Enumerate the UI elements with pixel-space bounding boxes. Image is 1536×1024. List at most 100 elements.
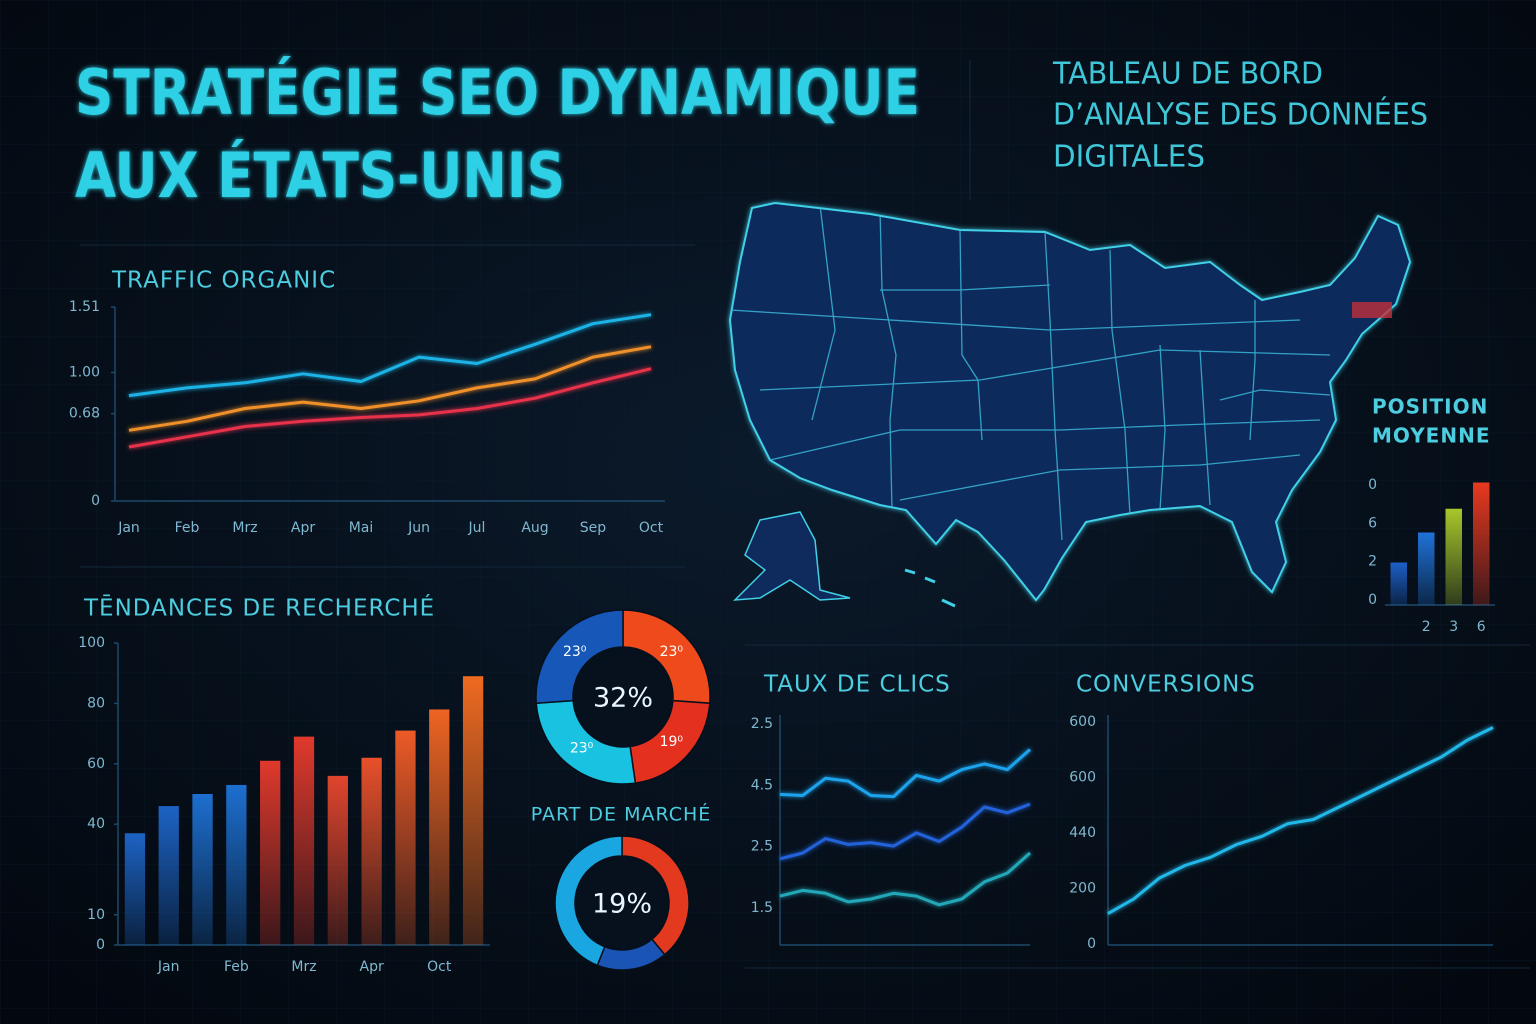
x-tick-label: Oct: [427, 959, 452, 975]
x-tick-label: Apr: [360, 959, 384, 975]
line-series: [779, 851, 1031, 907]
y-tick-label: 2.5: [751, 839, 773, 855]
y-tick-label: 600: [1069, 770, 1096, 786]
chart-title: MOYENNE: [1372, 424, 1490, 448]
page-title: AUX ÉTATS-UNIS: [75, 139, 565, 212]
alaska: [733, 511, 851, 601]
line-series: [779, 802, 1031, 861]
x-tick-label: Apr: [291, 520, 315, 536]
y-tick-label: 0: [1368, 592, 1377, 608]
state-borders: [730, 204, 1331, 541]
y-tick-label: 0: [1087, 936, 1096, 952]
y-tick-label: 200: [1069, 881, 1096, 897]
y-tick-label: 40: [87, 816, 105, 832]
chart-donut: 23⁰ 19⁰ 23⁰ 23⁰ 32%: [535, 609, 711, 785]
state-border: [880, 284, 1051, 291]
x-tick-label: 6: [1477, 619, 1486, 635]
y-tick-label: 10: [87, 907, 105, 923]
x-tick-label: Feb: [224, 959, 249, 975]
header: STRATÉGIE SEO DYNAMIQUE AUX ÉTATS-UNIS T…: [75, 56, 1428, 212]
state-border: [1159, 344, 1166, 511]
x-tick-label: Feb: [175, 520, 200, 536]
bar: [327, 775, 348, 945]
bar: [226, 784, 247, 945]
y-tick-label: 80: [87, 695, 105, 711]
y-tick-label: 2.5: [751, 716, 773, 732]
bar: [1473, 482, 1490, 605]
donut-segment: [622, 609, 711, 705]
y-tick-label: 440: [1069, 825, 1096, 841]
page-title: STRATÉGIE SEO DYNAMIQUE: [75, 56, 920, 129]
donut-hole: [574, 648, 672, 746]
y-tick-label: 1.51: [69, 299, 100, 315]
line-series: [128, 313, 652, 398]
state-border: [730, 309, 1301, 331]
donut-segment: [535, 609, 624, 705]
line-series: [1107, 726, 1494, 915]
chart-title: TRAFFIC ORGANIC: [111, 268, 336, 294]
state-border: [1044, 231, 1063, 541]
bar: [361, 757, 382, 945]
y-tick-label: 1.5: [751, 900, 773, 916]
chart-title: CONVERSIONS: [1076, 672, 1256, 698]
bar: [429, 709, 450, 945]
bar: [192, 794, 213, 945]
bar: [124, 833, 146, 945]
page-subtitle: DIGITALES: [1053, 140, 1205, 175]
state-border: [769, 419, 1321, 461]
x-tick-label: Jan: [117, 520, 140, 536]
chart-title: TĒNDANCES DE RECHERCHÉ: [83, 594, 435, 622]
chart-bar: 0 6 2 0 2 3 6: [1368, 477, 1495, 635]
data-label: 19⁰: [660, 734, 684, 750]
x-tick-label: Jul: [468, 520, 486, 536]
x-tick-label: Mrz: [291, 959, 316, 975]
y-tick-label: 0: [91, 493, 100, 509]
y-tick-label: 100: [78, 635, 105, 651]
donut-hole: [576, 857, 668, 949]
chart-donut: 19%: [554, 835, 690, 971]
y-tick-label: 600: [1069, 714, 1096, 730]
line-series: [128, 345, 652, 432]
x-tick-label: Mrz: [232, 520, 257, 536]
y-tick-label: 1.00: [69, 365, 100, 381]
chart-bar: 0 10 40 60 80 100 Jan Feb Mrz Apr Oct: [78, 635, 490, 975]
chart-line: 0 0.68 1.00 1.51 Jan Feb Mrz Apr Mai Jun Jul Aug Sep…: [69, 299, 665, 536]
bar: [1418, 532, 1435, 605]
bar: [260, 760, 281, 945]
state-border: [1219, 389, 1331, 401]
x-tick-label: 3: [1449, 619, 1458, 635]
line-series: [128, 367, 652, 449]
hawaii: [904, 568, 956, 608]
x-tick-label: Mai: [349, 520, 374, 536]
x-tick-label: 2: [1422, 619, 1431, 635]
state-border: [811, 204, 836, 421]
chart-line: 600 600 440 200 0: [1069, 714, 1494, 952]
bar: [1445, 508, 1462, 605]
chart-line: 2.5 4.5 2.5 1.5: [751, 715, 1031, 946]
state-border: [759, 349, 1331, 391]
y-tick-label: 4.5: [751, 777, 773, 793]
state-border: [1199, 349, 1211, 506]
chart-title: POSITION: [1372, 395, 1488, 419]
page-subtitle: TABLEAU DE BORD: [1052, 57, 1323, 92]
y-tick-label: 0.68: [69, 406, 100, 422]
x-tick-label: Jan: [157, 959, 180, 975]
chart-title: PART DE MARCHÉ: [531, 803, 712, 826]
bar: [293, 736, 315, 945]
center-label: 19%: [592, 889, 652, 920]
state-border: [959, 229, 983, 441]
chart-title: TAUX DE CLICS: [763, 672, 951, 698]
state-border: [1249, 300, 1256, 441]
donut-segment: [554, 835, 623, 967]
bar: [158, 806, 179, 945]
line-series: [779, 748, 1031, 799]
bar: [462, 676, 484, 945]
x-tick-label: Sep: [580, 520, 607, 536]
y-tick-label: 60: [87, 756, 105, 772]
x-tick-label: Aug: [521, 520, 548, 536]
data-label: 23⁰: [570, 740, 594, 756]
data-label: 23⁰: [563, 644, 587, 660]
state-border: [879, 209, 897, 511]
highlight-state: [1352, 302, 1392, 318]
